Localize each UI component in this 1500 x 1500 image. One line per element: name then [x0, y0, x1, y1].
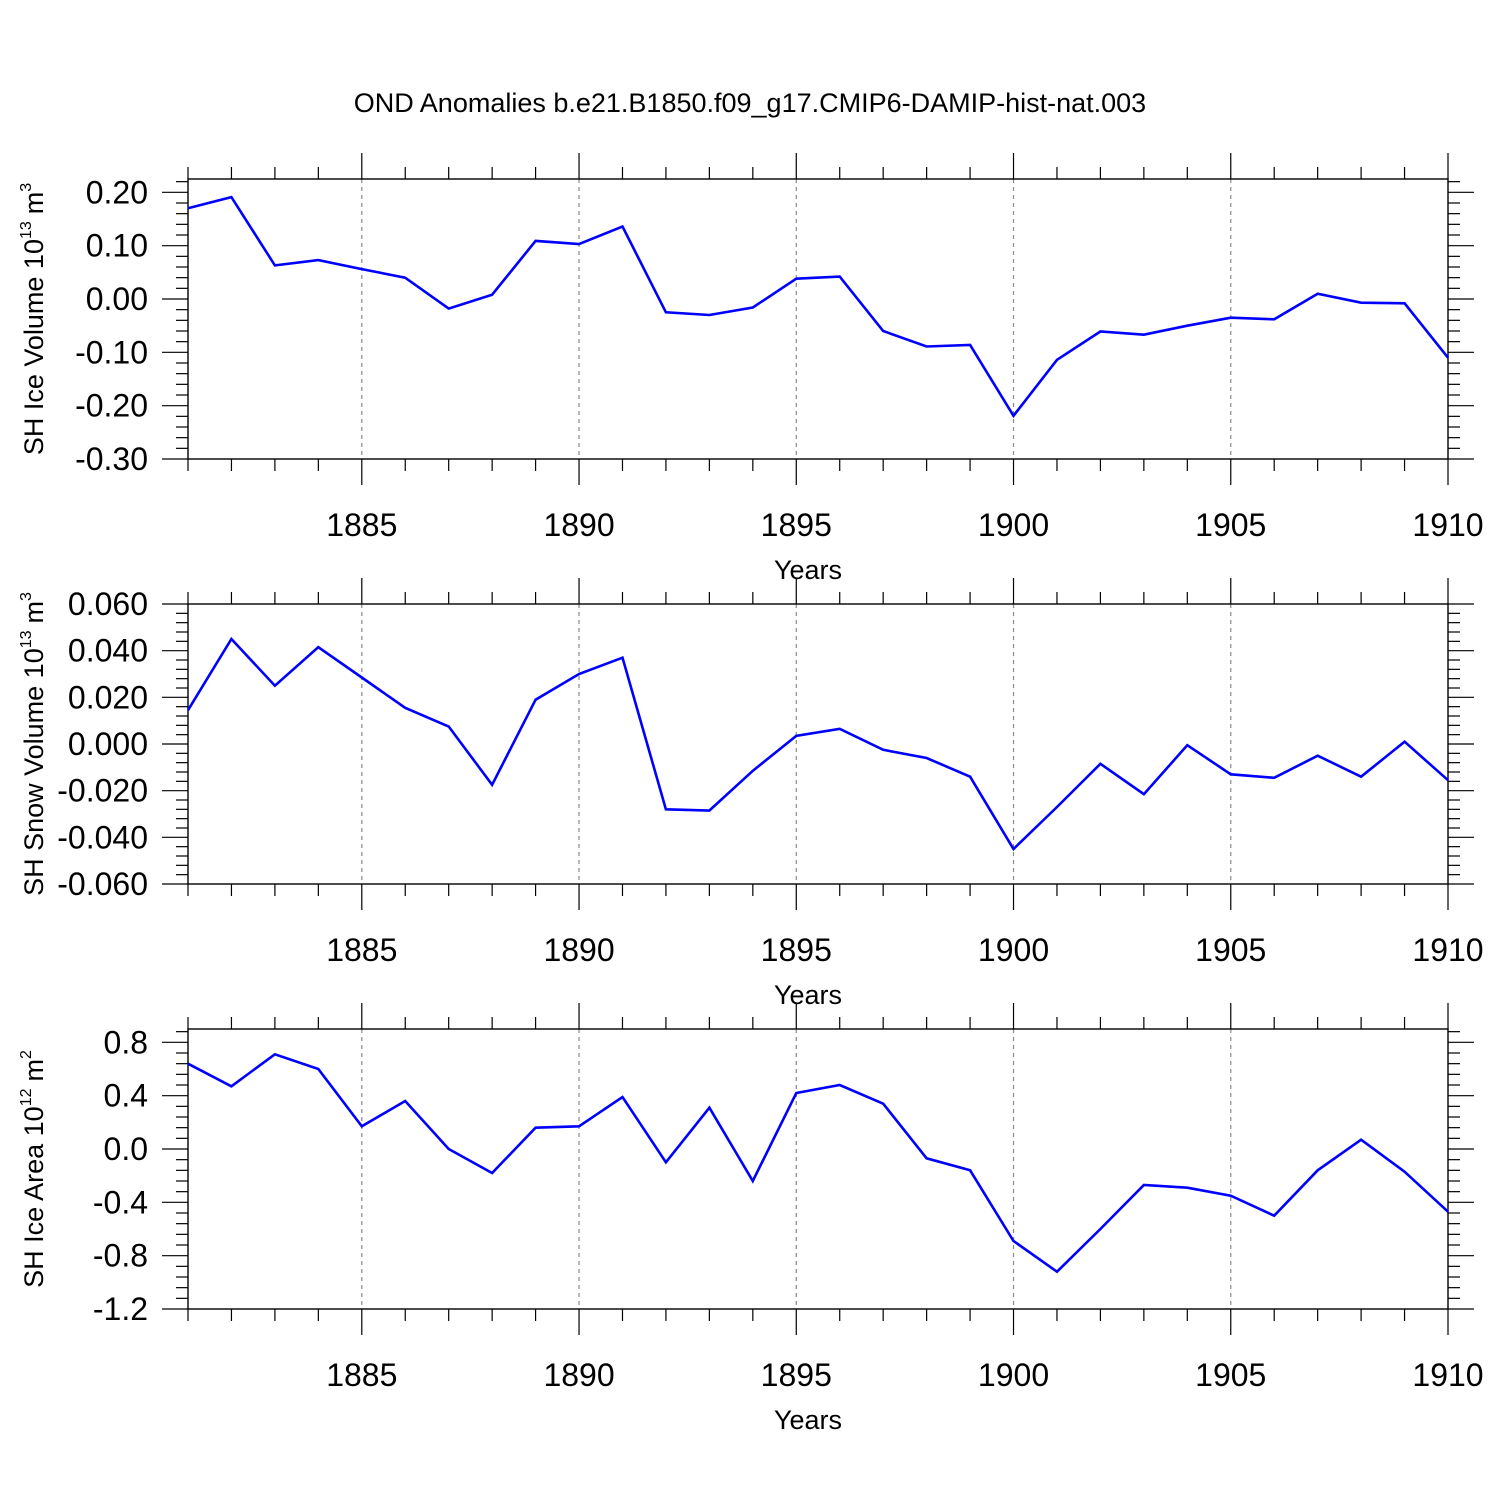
ice-area-series — [187, 1052, 1449, 1274]
snow-volume-y-tick-label: -0.060 — [57, 866, 148, 902]
snow-volume-y-tick-label: 0.040 — [68, 633, 148, 669]
ice-volume-x-tick-label: 1885 — [326, 507, 397, 543]
snow-volume-y-tick-label: 0.020 — [68, 679, 148, 715]
ice-volume-series — [187, 195, 1450, 419]
ice-area-y-tick-label: -0.4 — [93, 1184, 148, 1220]
ice-area-tick-labels: 1885 1890 1895 1900 1905 1910 -1.2 -0.8 -0.4 0.0 0… — [93, 1024, 1484, 1393]
ice-volume-tick-labels: 1885 1890 1895 1900 1905 1910 -0.30 -0.20 -0.10 0… — [75, 174, 1484, 543]
ice-area-series-line — [187, 1052, 1449, 1274]
figure-title: OND Anomalies b.e21.B1850.f09_g17.CMIP6-… — [353, 88, 1147, 118]
snow-volume-series-line — [186, 636, 1449, 852]
snow-volume-axes — [162, 578, 1474, 910]
y-label-unit: m — [19, 601, 49, 624]
ice-volume-y-tick-label: 0.10 — [86, 228, 148, 264]
y-label-exponent: 13 — [18, 221, 35, 239]
snow-volume-x-tick-label: 1890 — [543, 932, 614, 968]
y-label-unit-exponent: 3 — [18, 592, 35, 601]
snow-volume-y-axis-label: SH Snow Volume 1013 m3 — [18, 592, 49, 896]
y-label-text: SH Ice Area 10 — [19, 1106, 49, 1288]
snow-volume-x-tick-label: 1900 — [978, 932, 1049, 968]
ice-volume-x-tick-label: 1895 — [761, 507, 832, 543]
ice-area-x-axis-label: Years — [774, 1405, 842, 1435]
snow-volume-y-tick-label: -0.040 — [57, 819, 148, 855]
ice-volume-axes — [162, 153, 1474, 485]
snow-volume-x-tick-label: 1910 — [1412, 932, 1483, 968]
snow-volume-x-axis-label: Years — [774, 980, 842, 1010]
snow-volume-y-tick-label: 0.000 — [68, 726, 148, 762]
ice-area-axes — [162, 1003, 1474, 1335]
y-label-unit: m — [19, 1059, 49, 1082]
ice-area-y-axis-label: SH Ice Area 1012 m2 — [18, 1050, 49, 1288]
snow-volume-tick-labels: 1885 1890 1895 1900 1905 1910 -0.060 -0.040 -0.0… — [57, 586, 1483, 968]
snow-volume-x-tick-label: 1905 — [1195, 932, 1266, 968]
ice-area-x-tick-label: 1900 — [978, 1357, 1049, 1393]
ice-volume-x-axis-label: Years — [774, 555, 842, 585]
ice-volume-chart: 1885 1890 1895 1900 1905 1910 -0.30 -0.20 -0.10 0… — [18, 153, 1484, 585]
ice-volume-x-tick-label: 1890 — [543, 507, 614, 543]
ice-area-grid — [361, 1029, 1232, 1309]
ice-volume-x-tick-label: 1910 — [1412, 507, 1483, 543]
ice-area-x-tick-label: 1890 — [543, 1357, 614, 1393]
ice-volume-panel: 1885 1890 1895 1900 1905 1910 -0.30 -0.20 -0.10 0… — [0, 150, 1500, 620]
ice-area-chart: 1885 1890 1895 1900 1905 1910 -1.2 -0.8 -0.4 0.0 0… — [18, 1003, 1484, 1435]
ice-area-y-tick-label: 0.0 — [104, 1131, 148, 1167]
snow-volume-y-tick-label: -0.020 — [57, 773, 148, 809]
snow-volume-y-tick-label: 0.060 — [68, 586, 148, 622]
ice-volume-series-line — [187, 195, 1450, 419]
snow-volume-panel: 1885 1890 1895 1900 1905 1910 -0.060 -0.040 -0.0… — [0, 575, 1500, 1045]
ice-volume-x-tick-label: 1900 — [978, 507, 1049, 543]
y-label-exponent: 12 — [18, 1088, 35, 1106]
y-label-unit-exponent: 3 — [18, 183, 35, 192]
snow-volume-grid — [361, 604, 1232, 884]
ice-area-y-tick-label: -0.8 — [93, 1238, 148, 1274]
ice-area-plot-frame — [187, 1028, 1449, 1310]
ice-volume-y-tick-label: -0.10 — [75, 334, 148, 370]
ice-volume-y-tick-label: -0.20 — [75, 388, 148, 424]
ice-volume-y-tick-label: 0.00 — [86, 281, 148, 317]
ice-area-x-tick-label: 1895 — [761, 1357, 832, 1393]
ice-area-y-tick-label: 0.8 — [104, 1024, 148, 1060]
y-label-text: SH Ice Volume 10 — [19, 239, 49, 455]
ice-volume-plot-frame — [187, 178, 1449, 460]
y-label-exponent: 13 — [18, 630, 35, 648]
snow-volume-chart: 1885 1890 1895 1900 1905 1910 -0.060 -0.040 -0.0… — [18, 578, 1484, 1010]
ice-volume-y-axis-label: SH Ice Volume 1013 m3 — [18, 183, 49, 455]
ice-volume-x-tick-label: 1905 — [1195, 507, 1266, 543]
ice-area-y-tick-label: -1.2 — [93, 1291, 148, 1327]
ice-volume-grid — [361, 179, 1232, 459]
y-label-unit-exponent: 2 — [18, 1050, 35, 1059]
ice-area-panel: 1885 1890 1895 1900 1905 1910 -1.2 -0.8 -0.4 0.0 0… — [0, 1000, 1500, 1470]
ice-area-x-tick-label: 1910 — [1412, 1357, 1483, 1393]
ice-area-x-tick-label: 1885 — [326, 1357, 397, 1393]
ice-area-x-tick-label: 1905 — [1195, 1357, 1266, 1393]
ice-area-y-tick-label: 0.4 — [104, 1078, 148, 1114]
y-label-text: SH Snow Volume 10 — [19, 648, 49, 896]
snow-volume-plot-frame — [187, 603, 1449, 885]
ice-volume-y-tick-label: -0.30 — [75, 441, 148, 477]
snow-volume-x-tick-label: 1895 — [761, 932, 832, 968]
ice-volume-y-tick-label: 0.20 — [86, 174, 148, 210]
y-label-unit: m — [19, 192, 49, 215]
snow-volume-series — [186, 636, 1449, 852]
snow-volume-x-tick-label: 1885 — [326, 932, 397, 968]
